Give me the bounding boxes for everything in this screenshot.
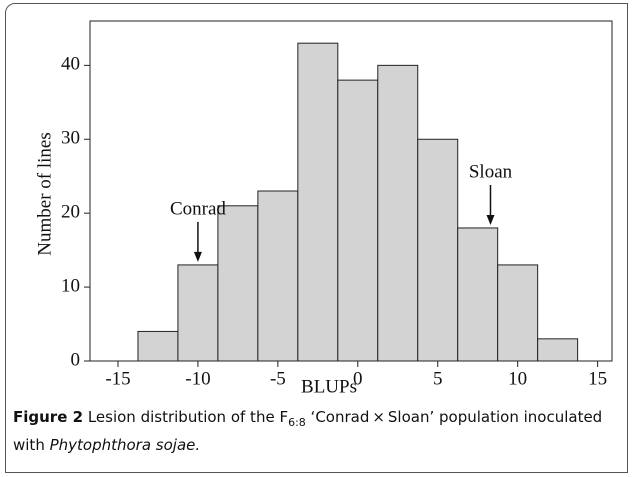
bar [337,79,379,362]
figure: BLUPs Number of lines 0 10 20 30 40 -15 -10 -5 0… [5,3,628,473]
bar [297,42,339,362]
bar [497,264,539,362]
bar [217,205,259,362]
x-tick-label: 10 [508,368,527,389]
caption-text: ‘Conrad × Sloan’ population inoculated w… [13,408,603,454]
annotation-arrowhead [193,251,202,262]
x-tick-label: -15 [105,368,130,389]
bar [137,330,179,362]
x-tick-label: -5 [270,368,286,389]
bar [377,64,419,362]
caption-label: Figure 2 [13,408,84,426]
y-tick-label: 40 [61,54,80,75]
chart: BLUPs Number of lines 0 10 20 30 40 -15 -10 -5 0… [34,20,613,397]
y-tick-label: 30 [61,128,80,149]
annotation: Sloan [469,161,513,182]
x-tick-label: 15 [588,368,607,389]
caption-text: Lesion distribution of the F [87,408,289,426]
x-tick-label: -10 [185,368,210,389]
x-tick-label: 5 [433,368,443,389]
bar [177,264,219,362]
bar [257,190,299,362]
y-tick-label: 20 [61,202,80,223]
annotation: Conrad [170,198,226,219]
caption-subscript: 6:8 [288,416,306,429]
y-axis-label: Number of lines [34,132,55,255]
caption: Figure 2 Lesion distribution of the F6:8… [13,406,613,457]
bar [457,227,499,362]
x-tick-label: 0 [353,368,363,389]
bar [537,338,579,362]
annotation-arrowhead [486,214,495,225]
y-tick-label: 0 [71,349,81,370]
plot-frame [89,20,613,362]
caption-italic: Phytophthora sojae. [49,436,201,454]
y-tick-label: 10 [61,275,80,296]
bar [417,138,459,362]
x-axis-label: BLUPs [301,376,357,397]
